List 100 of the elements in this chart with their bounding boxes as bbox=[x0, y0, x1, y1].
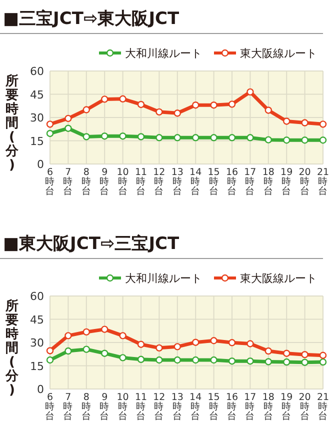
point bbox=[137, 100, 145, 108]
point bbox=[101, 326, 108, 333]
x-tick-label: 17時台 bbox=[244, 392, 256, 422]
point bbox=[82, 133, 90, 140]
x-tick-label: 15時台 bbox=[208, 392, 220, 422]
point bbox=[319, 352, 327, 359]
y-axis-title: 所要時間(分) bbox=[4, 73, 20, 173]
point bbox=[283, 136, 290, 144]
y-tick-label: 60 bbox=[30, 290, 44, 303]
x-tick-label: 11時台 bbox=[134, 392, 148, 422]
point bbox=[156, 356, 163, 364]
x-tick-label: 14時台 bbox=[190, 167, 202, 197]
point bbox=[210, 102, 218, 109]
point bbox=[192, 356, 200, 364]
point bbox=[46, 120, 54, 128]
y-tick-label: 15 bbox=[30, 360, 44, 373]
point bbox=[319, 120, 327, 128]
x-tick-label: 21時台 bbox=[316, 167, 330, 197]
y-tick-label: 0 bbox=[37, 158, 44, 171]
x-tick-label: 13時台 bbox=[171, 167, 184, 197]
point bbox=[264, 136, 272, 144]
x-tick-label: 7時台 bbox=[63, 167, 74, 197]
point bbox=[192, 338, 200, 346]
point bbox=[246, 134, 254, 142]
point bbox=[119, 354, 126, 362]
x-tick-label: 12時台 bbox=[153, 392, 166, 422]
x-tick-label: 6時台 bbox=[45, 167, 55, 197]
point bbox=[101, 96, 108, 103]
x-tick-label: 14時台 bbox=[190, 392, 202, 422]
x-tick-label: 8時台 bbox=[81, 392, 92, 422]
y-axis-title: 所要時間(分) bbox=[4, 298, 20, 398]
point bbox=[156, 134, 163, 142]
point bbox=[301, 358, 308, 366]
point bbox=[228, 100, 236, 108]
point bbox=[301, 136, 308, 144]
y-tick-label: 0 bbox=[37, 383, 44, 396]
point bbox=[64, 124, 72, 132]
point bbox=[228, 134, 236, 142]
x-tick-label: 12時台 bbox=[153, 167, 166, 197]
point bbox=[283, 358, 290, 366]
point bbox=[246, 358, 254, 365]
point bbox=[264, 347, 272, 355]
point bbox=[210, 337, 218, 344]
point bbox=[174, 110, 181, 117]
point bbox=[156, 344, 163, 352]
x-tick-label: 21時台 bbox=[316, 392, 330, 422]
point bbox=[264, 106, 272, 114]
legend-label: 大和川線ルート bbox=[125, 272, 202, 285]
point bbox=[119, 95, 126, 102]
point bbox=[46, 130, 54, 138]
x-tick-label: 6時台 bbox=[45, 392, 55, 422]
point bbox=[210, 134, 218, 142]
x-tick-label: 20時台 bbox=[298, 167, 311, 197]
x-tick-label: 7時台 bbox=[63, 392, 74, 422]
point bbox=[137, 340, 145, 348]
x-tick-label: 18時台 bbox=[262, 392, 274, 422]
point bbox=[192, 134, 200, 142]
x-tick-label: 19時台 bbox=[280, 167, 293, 197]
point bbox=[46, 347, 54, 354]
x-tick-label: 20時台 bbox=[298, 392, 311, 422]
x-tick-label: 17時台 bbox=[244, 167, 256, 197]
point bbox=[264, 358, 272, 366]
point bbox=[101, 350, 108, 357]
point bbox=[301, 119, 308, 126]
point bbox=[119, 132, 126, 140]
point bbox=[137, 356, 145, 363]
x-tick-label: 10時台 bbox=[116, 392, 129, 422]
point bbox=[210, 356, 218, 364]
y-tick-label: 30 bbox=[30, 336, 44, 350]
x-tick-label: 10時台 bbox=[116, 167, 129, 197]
chart-title: ■三宝JCT⇨東大阪JCT bbox=[3, 9, 180, 29]
point bbox=[319, 136, 327, 144]
point bbox=[246, 88, 254, 96]
y-tick-label: 15 bbox=[30, 134, 44, 148]
point bbox=[283, 118, 290, 125]
x-tick-label: 9時台 bbox=[100, 392, 110, 422]
point bbox=[64, 114, 72, 122]
legend-label: 東大阪線ルート bbox=[240, 272, 317, 285]
legend-label: 大和川線ルート bbox=[125, 47, 202, 60]
point bbox=[82, 106, 90, 114]
x-tick-label: 19時台 bbox=[280, 392, 293, 422]
x-tick-label: 8時台 bbox=[81, 167, 92, 197]
point bbox=[64, 347, 72, 355]
x-tick-label: 15時台 bbox=[208, 167, 220, 197]
chart-title: ■東大阪JCT⇨三宝JCT bbox=[3, 234, 180, 254]
point bbox=[283, 350, 290, 357]
x-tick-label: 13時台 bbox=[171, 392, 184, 422]
point bbox=[174, 356, 181, 364]
point bbox=[301, 350, 308, 358]
point bbox=[174, 134, 181, 142]
x-tick-label: 9時台 bbox=[100, 167, 110, 197]
x-tick-label: 18時台 bbox=[262, 167, 274, 197]
point bbox=[64, 332, 72, 340]
point bbox=[174, 343, 181, 350]
point bbox=[319, 358, 327, 366]
point bbox=[82, 328, 90, 336]
point bbox=[156, 108, 163, 116]
x-tick-label: 11時台 bbox=[134, 167, 148, 197]
x-tick-label: 16時台 bbox=[226, 392, 238, 422]
x-tick-label: 16時台 bbox=[226, 167, 238, 197]
